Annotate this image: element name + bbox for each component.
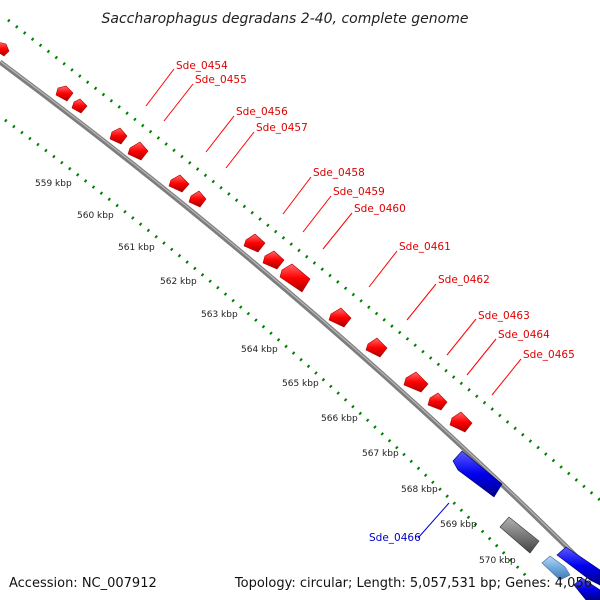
tick-label: 560 kbp bbox=[77, 211, 114, 221]
gene-label[interactable]: Sde_0454 bbox=[176, 60, 228, 72]
gene-arrow-sde-0457[interactable] bbox=[127, 141, 149, 161]
summary-text: Topology: circular; Length: 5,057,531 bp… bbox=[234, 576, 592, 591]
tick-labels: 559 kbp 560 kbp 561 kbp 562 kbp 563 kbp … bbox=[35, 179, 516, 566]
gene-label[interactable]: Sde_0460 bbox=[354, 203, 406, 215]
gene-arrow-sde-0463[interactable] bbox=[328, 307, 352, 328]
connector-sde-0459 bbox=[302, 195, 332, 233]
reverse-tick-ruler bbox=[4, 118, 532, 582]
tick-label: 570 kbp bbox=[479, 556, 516, 566]
forward-tick-ruler bbox=[7, 18, 600, 502]
gene-arrow-sde-0458[interactable] bbox=[168, 174, 190, 193]
gene-label[interactable]: Sde_0464 bbox=[498, 329, 550, 341]
gene-label[interactable]: Sde_0458 bbox=[313, 167, 365, 179]
forward-genes bbox=[0, 42, 473, 433]
tick-label: 565 kbp bbox=[282, 379, 319, 389]
gene-arrow-sde-0456[interactable] bbox=[109, 127, 128, 145]
connector-sde-0466 bbox=[417, 502, 450, 539]
connector-sde-0462 bbox=[406, 283, 437, 321]
gene-label[interactable]: Sde_0462 bbox=[438, 274, 490, 286]
connector-sde-0460 bbox=[322, 212, 353, 250]
tick-label: 567 kbp bbox=[362, 449, 399, 459]
gene-arrow-rna[interactable] bbox=[541, 555, 571, 581]
tick-label: 562 kbp bbox=[160, 277, 197, 287]
connector-sde-0464 bbox=[466, 338, 497, 376]
gene-arrow-sde-0459[interactable] bbox=[188, 190, 207, 208]
gene-arrow-sde-0464[interactable] bbox=[365, 337, 388, 358]
gene-arrow-sde-0467[interactable] bbox=[556, 546, 600, 586]
genome-backbone-highlight bbox=[0, 60, 600, 580]
reverse-genes bbox=[452, 450, 600, 600]
gene-label[interactable]: Sde_0461 bbox=[399, 241, 451, 253]
gene-arrow-sde-0465b[interactable] bbox=[427, 392, 448, 411]
tick-label: 561 kbp bbox=[118, 243, 155, 253]
connector-sde-0465 bbox=[491, 358, 522, 396]
genome-backbone bbox=[0, 59, 600, 582]
connector-sde-0463 bbox=[446, 318, 477, 356]
gene-arrow-sde-0455[interactable] bbox=[71, 98, 88, 114]
tick-label: 569 kbp bbox=[440, 520, 477, 530]
gene-arrow-sde-0461[interactable] bbox=[262, 250, 285, 270]
connector-sde-0461 bbox=[368, 250, 398, 288]
gene-label[interactable]: Sde_0463 bbox=[478, 310, 530, 322]
gene-arrow-sde-0462[interactable] bbox=[279, 263, 311, 293]
gene-arrow-sde-0465c[interactable] bbox=[449, 411, 473, 433]
gene-label-connectors bbox=[145, 68, 522, 539]
tick-label: 566 kbp bbox=[321, 414, 358, 424]
gene-label[interactable]: Sde_0459 bbox=[333, 186, 385, 198]
connector-sde-0457 bbox=[225, 131, 255, 169]
tick-label: 564 kbp bbox=[241, 345, 278, 355]
gene-arrow-sde-0465[interactable] bbox=[403, 371, 429, 393]
gene-labels: Sde_0454 Sde_0455 Sde_0456 Sde_0457 Sde_… bbox=[176, 60, 575, 544]
connector-sde-0456 bbox=[205, 115, 235, 153]
accession-text: Accession: NC_007912 bbox=[9, 576, 157, 591]
gene-label[interactable]: Sde_0465 bbox=[523, 349, 575, 361]
gene-label[interactable]: Sde_0455 bbox=[195, 74, 247, 86]
gene-arrow-sde-0460[interactable] bbox=[243, 233, 266, 253]
gene-arrow-sde-0466[interactable] bbox=[452, 450, 503, 498]
gene-label[interactable]: Sde_0457 bbox=[256, 122, 308, 134]
gene-arrow-sde-0453[interactable] bbox=[0, 42, 10, 57]
connector-sde-0454 bbox=[145, 68, 175, 107]
tick-label: 568 kbp bbox=[401, 485, 438, 495]
gene-arrow-pseudo[interactable] bbox=[499, 516, 540, 554]
gene-arrow-sde-0468[interactable] bbox=[573, 577, 600, 600]
tick-label: 563 kbp bbox=[201, 310, 238, 320]
connector-sde-0458 bbox=[282, 176, 312, 215]
gene-label[interactable]: Sde_0456 bbox=[236, 106, 288, 118]
map-title: Saccharophagus degradans 2-40, complete … bbox=[102, 11, 469, 27]
gene-arrow-sde-0454[interactable] bbox=[55, 85, 74, 102]
tick-label: 559 kbp bbox=[35, 179, 72, 189]
gene-label[interactable]: Sde_0466 bbox=[369, 532, 421, 544]
connector-sde-0455 bbox=[163, 83, 194, 122]
